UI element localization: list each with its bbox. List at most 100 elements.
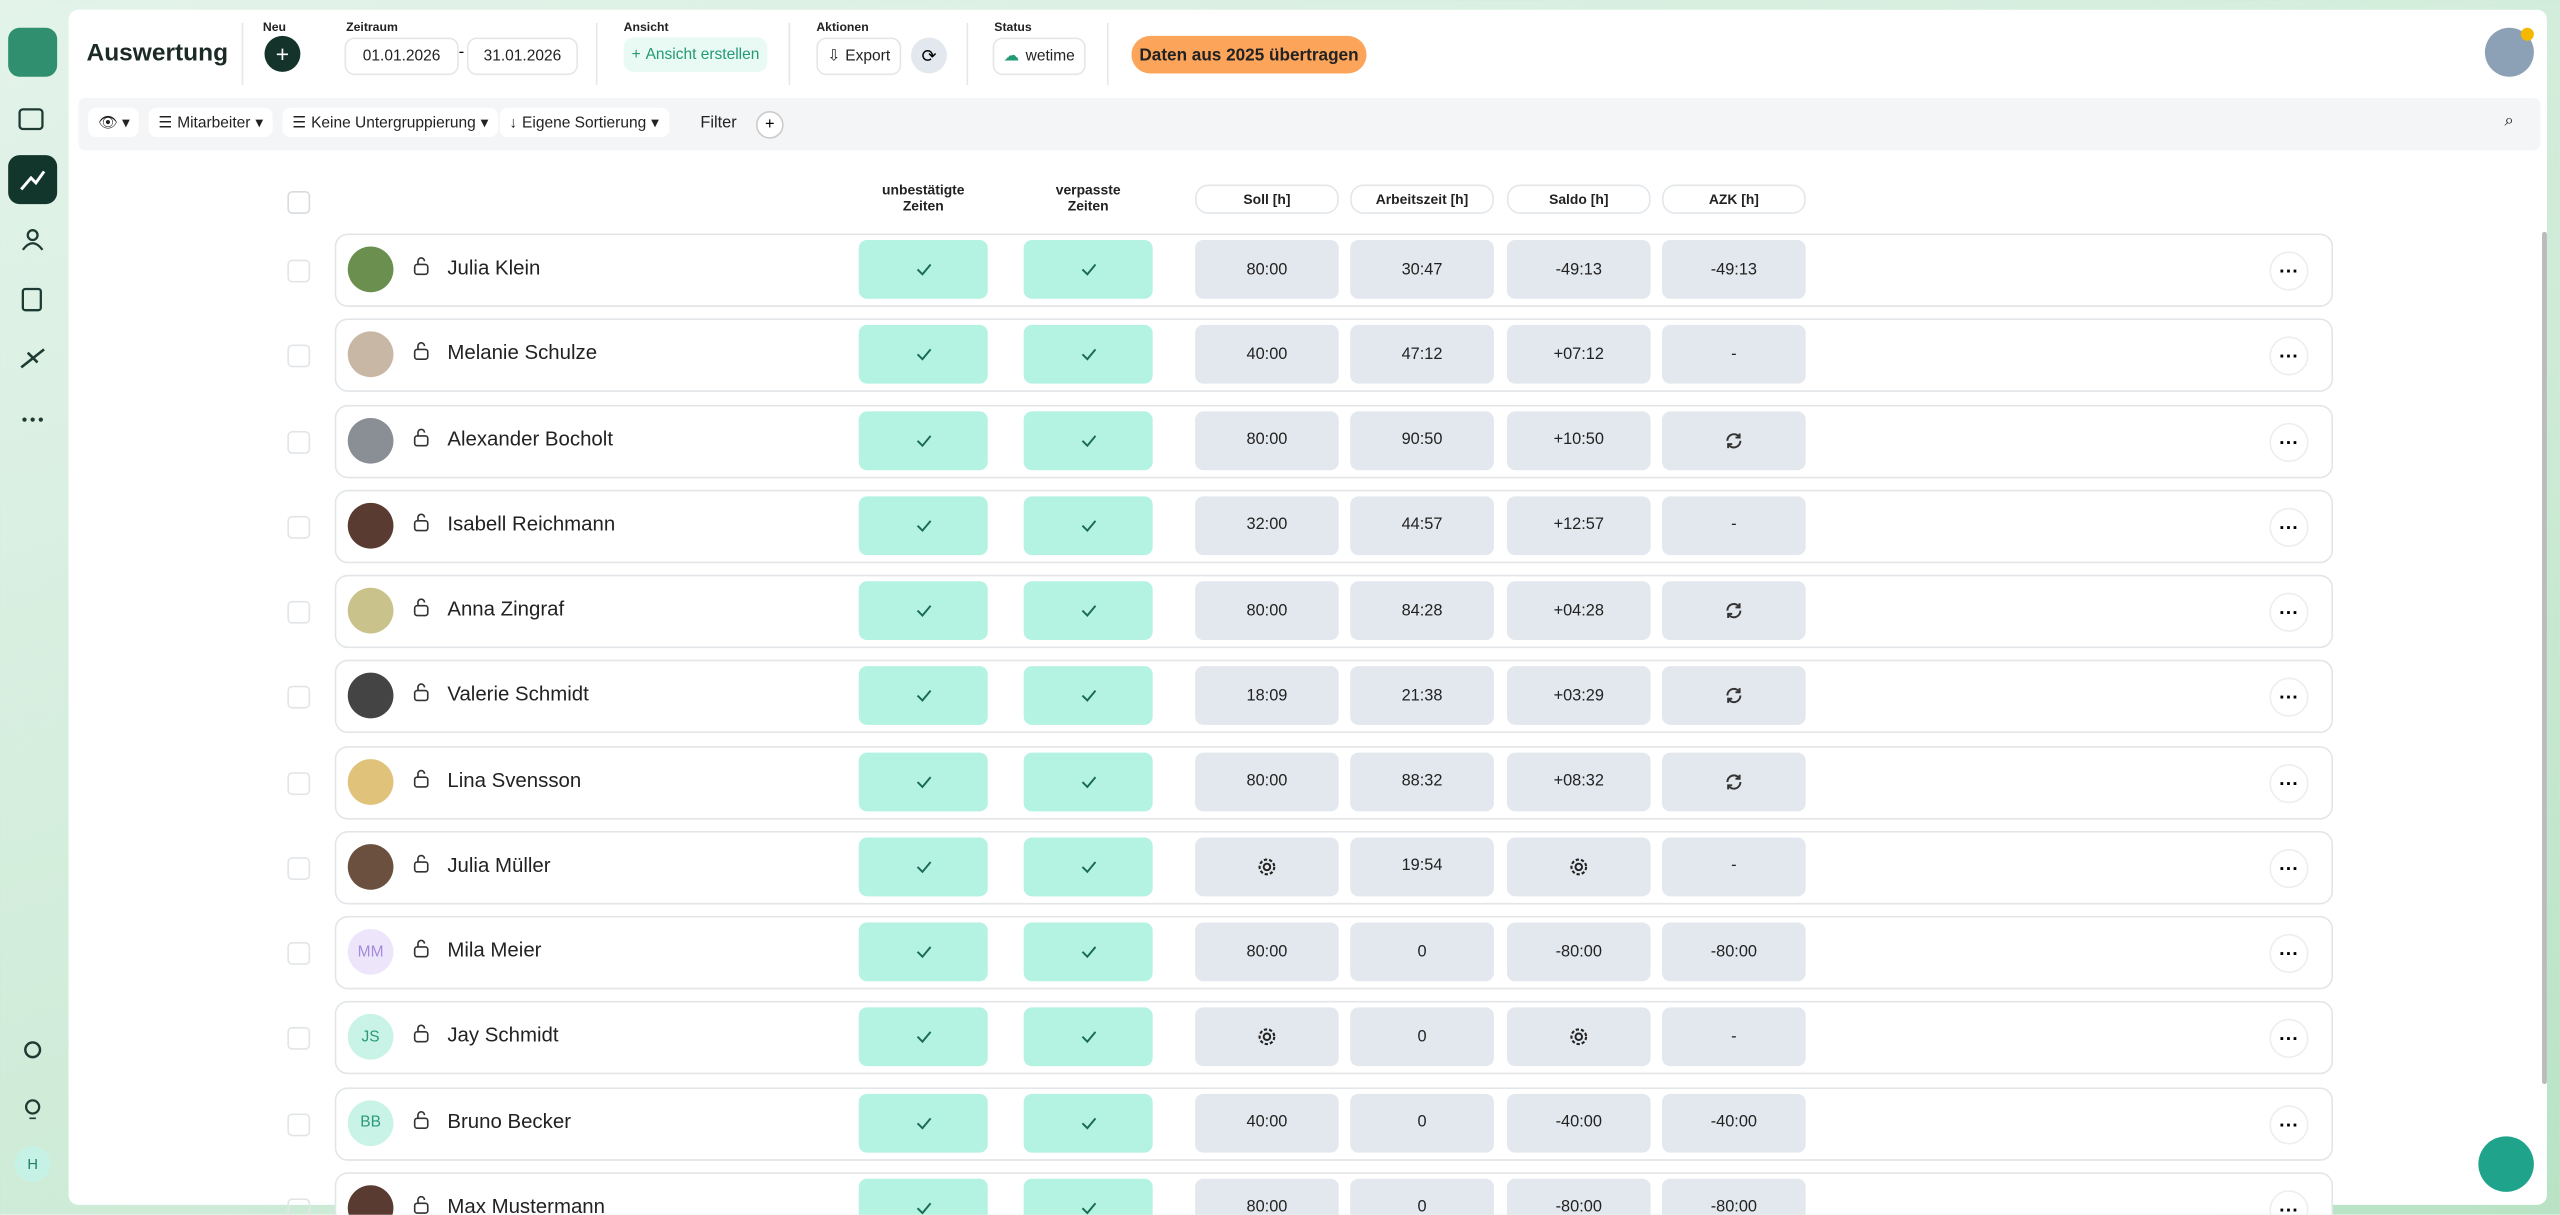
- soll-icon-cell: [1195, 837, 1339, 896]
- row-checkbox[interactable]: [287, 259, 311, 283]
- missed-check: [1023, 1093, 1153, 1152]
- avatar-photo: [347, 417, 394, 463]
- sorting-select[interactable]: ↓ Eigene Sortierung ▾: [499, 107, 669, 138]
- column-header: verpasste Zeiten: [1024, 181, 1153, 214]
- date-from[interactable]: 01.01.2026: [344, 37, 459, 76]
- column-header: unbestätigte Zeiten: [859, 181, 988, 214]
- row-checkbox[interactable]: [287, 600, 311, 624]
- saldo-cell: +03:29: [1506, 666, 1651, 726]
- saldo-cell: -80:00: [1506, 1178, 1651, 1215]
- row-menu[interactable]: ···: [2269, 1104, 2309, 1144]
- row-menu[interactable]: ···: [2269, 933, 2309, 974]
- notification-dot: [2520, 27, 2534, 41]
- arbeitszeit-cell: 21:38: [1350, 666, 1494, 726]
- date-to[interactable]: 31.01.2026: [466, 37, 578, 76]
- missed-check: [1023, 495, 1153, 555]
- column-header: Soll [h]: [1195, 184, 1339, 214]
- lock-icon: [413, 939, 429, 963]
- search-button[interactable]: ⌕: [2504, 112, 2514, 131]
- row-checkbox[interactable]: [287, 1027, 311, 1051]
- employee-name: Julia Müller: [447, 853, 551, 877]
- employee-name: Jay Schmidt: [447, 1024, 559, 1047]
- grouping-select[interactable]: ☰ Keine Untergruppierung ▾: [282, 107, 499, 138]
- transfer-button[interactable]: Daten aus 2025 übertragen: [1131, 35, 1367, 74]
- row-checkbox[interactable]: [287, 771, 311, 795]
- unconfirmed-check: [858, 922, 988, 982]
- refresh-button[interactable]: ⟳: [911, 37, 947, 74]
- unconfirmed-check: [858, 410, 988, 470]
- lock-icon: [413, 1024, 429, 1048]
- divider: [1106, 22, 1109, 85]
- row-checkbox[interactable]: [287, 856, 311, 880]
- export-text: Export: [845, 47, 891, 66]
- missed-check: [1023, 922, 1153, 982]
- row-menu[interactable]: ···: [2269, 592, 2309, 632]
- missed-check: [1023, 410, 1153, 470]
- export-button[interactable]: ⇩ Export: [816, 37, 902, 76]
- create-view-button[interactable]: + Ansicht erstellen: [623, 37, 768, 72]
- arbeitszeit-cell: 90:50: [1350, 410, 1494, 470]
- employees-select[interactable]: ☰ Mitarbeiter ▾: [148, 107, 273, 138]
- azk-cell: -: [1662, 1007, 1806, 1067]
- chat-button[interactable]: [2478, 1136, 2534, 1192]
- azk-cell: -80:00: [1662, 922, 1806, 982]
- user-avatar[interactable]: H: [14, 1146, 51, 1183]
- row-menu[interactable]: ···: [2269, 763, 2309, 803]
- avatar-photo: [347, 502, 394, 549]
- employee-name: Melanie Schulze: [447, 341, 598, 365]
- arbeitszeit-cell: 44:57: [1350, 495, 1494, 555]
- soll-cell: 80:00: [1195, 239, 1339, 299]
- row-checkbox[interactable]: [287, 942, 311, 965]
- soll-cell: 40:00: [1195, 325, 1339, 385]
- visibility-toggle[interactable]: 👁 ▾: [88, 107, 140, 138]
- column-header: Arbeitszeit [h]: [1350, 184, 1494, 214]
- azk-icon-cell: [1662, 410, 1806, 470]
- azk-cell: -: [1662, 495, 1806, 555]
- soll-icon-cell: [1195, 1007, 1339, 1067]
- azk-cell: -40:00: [1662, 1093, 1806, 1152]
- arbeitszeit-cell: 0: [1350, 1178, 1494, 1215]
- row-checkbox[interactable]: [287, 344, 311, 368]
- row-checkbox[interactable]: [287, 1112, 311, 1136]
- divider: [966, 22, 969, 85]
- status-text: wetime: [1025, 47, 1075, 66]
- avatar-initials: JS: [347, 1014, 394, 1060]
- row-checkbox[interactable]: [287, 1197, 311, 1215]
- column-header-line: verpasste: [1055, 181, 1121, 198]
- arbeitszeit-cell: 0: [1350, 922, 1494, 982]
- select-all[interactable]: [287, 191, 311, 214]
- row-menu[interactable]: ···: [2269, 507, 2309, 547]
- soll-cell: 80:00: [1195, 1178, 1339, 1215]
- soll-cell: 32:00: [1195, 495, 1339, 555]
- unconfirmed-check: [858, 495, 988, 555]
- row-checkbox[interactable]: [287, 686, 311, 709]
- saldo-cell: +08:32: [1506, 751, 1651, 811]
- row-menu[interactable]: ···: [2269, 677, 2309, 718]
- arbeitszeit-cell: 0: [1350, 1007, 1494, 1067]
- row-menu[interactable]: ···: [2269, 848, 2309, 888]
- add-filter[interactable]: +: [755, 111, 784, 139]
- row-checkbox[interactable]: [287, 515, 311, 539]
- unconfirmed-check: [858, 1007, 988, 1067]
- logo[interactable]: [8, 27, 58, 77]
- saldo-cell: +12:57: [1506, 495, 1651, 555]
- column-header: Saldo [h]: [1506, 184, 1651, 214]
- filter-label[interactable]: Filter: [700, 114, 737, 133]
- avatar-initials: MM: [347, 928, 394, 975]
- azk-cell: -: [1662, 837, 1806, 896]
- arbeitszeit-cell: 84:28: [1350, 581, 1494, 640]
- arbeitszeit-cell: 30:47: [1350, 239, 1494, 299]
- column-header-line: Zeiten: [902, 197, 944, 214]
- row-menu[interactable]: ···: [2269, 1019, 2309, 1059]
- row-menu[interactable]: ···: [2269, 422, 2309, 462]
- unconfirmed-check: [858, 666, 988, 726]
- new-button[interactable]: +: [264, 35, 301, 72]
- row-checkbox[interactable]: [287, 430, 311, 454]
- row-menu[interactable]: ···: [2269, 336, 2309, 376]
- sorting-text: Eigene Sortierung: [522, 113, 647, 132]
- soll-cell: 80:00: [1195, 922, 1339, 982]
- status-button[interactable]: ☁ wetime: [992, 37, 1086, 76]
- row-menu[interactable]: ···: [2269, 251, 2309, 291]
